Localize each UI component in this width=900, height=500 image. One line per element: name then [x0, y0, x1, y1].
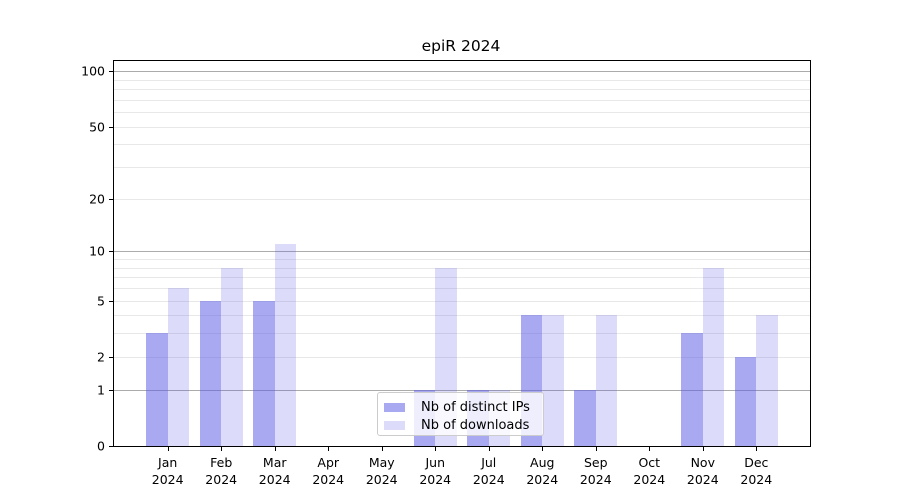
x-tick-nov: [702, 446, 704, 451]
gridline-minor-50: [114, 126, 810, 128]
y-tick-label-5: 5: [97, 293, 105, 308]
x-tick-jan: [167, 446, 169, 451]
x-tick-aug: [542, 446, 544, 451]
gridline-major-100: [114, 71, 810, 73]
x-tick-oct: [649, 446, 651, 451]
bar-downloads-dec: [756, 315, 778, 446]
y-tick-label-50: 50: [89, 119, 105, 135]
gridline-minor-60: [114, 112, 810, 114]
x-tick-label-sep: Sep 2024: [579, 455, 612, 487]
gridline-minor-9: [114, 259, 810, 261]
gridline-minor-8: [114, 267, 810, 269]
y-tick-label-1: 1: [97, 382, 105, 398]
y-tick-0: [109, 446, 114, 447]
x-tick-label-jul: Jul 2024: [472, 455, 505, 487]
x-tick-jul: [488, 446, 490, 451]
gridline-minor-30: [114, 167, 810, 169]
legend-label-distinct-ips: Nb of distinct IPs: [421, 399, 530, 415]
bar-downloads-feb: [221, 267, 243, 446]
gridline-minor-5: [114, 300, 810, 302]
y-tick-label-20: 20: [89, 191, 105, 207]
legend: Nb of distinct IPs Nb of downloads: [377, 392, 544, 436]
x-tick-may: [381, 446, 383, 451]
y-tick-50: [109, 126, 114, 128]
y-tick-2: [109, 356, 114, 358]
gridline-minor-6: [114, 287, 810, 289]
x-tick-label-mar: Mar 2024: [258, 455, 291, 487]
bar-distinct-ips-jan: [146, 333, 168, 446]
bar-distinct-ips-feb: [199, 300, 222, 446]
legend-item-downloads: Nb of downloads: [384, 417, 543, 433]
gridline-minor-7: [114, 277, 810, 279]
y-tick-label-100: 100: [81, 63, 105, 79]
gridline-minor-80: [114, 89, 810, 91]
x-tick-label-may: May 2024: [365, 455, 398, 487]
gridline-major-10: [114, 251, 810, 253]
x-tick-label-dec: Dec 2024: [740, 455, 773, 487]
x-tick-jun: [435, 446, 437, 451]
legend-item-distinct-ips: Nb of distinct IPs: [384, 399, 543, 415]
bar-downloads-mar: [274, 244, 297, 446]
y-tick-label-10: 10: [89, 243, 105, 259]
gridline-minor-90: [114, 79, 810, 81]
y-tick-10: [109, 251, 114, 253]
x-tick-label-apr: Apr 2024: [312, 455, 345, 487]
y-tick-100: [109, 71, 114, 73]
x-tick-label-nov: Nov 2024: [686, 455, 719, 487]
x-tick-apr: [328, 446, 330, 451]
gridline-minor-2: [114, 356, 810, 358]
plot-area: 0 1 2 5 10 20 50 100 Jan 2024 Feb 2024 Mar 2024 Apr 202…: [81, 60, 811, 487]
x-tick-label-jun: Jun 2024: [419, 455, 452, 487]
x-tick-mar: [274, 446, 276, 451]
legend-swatch-downloads: [384, 420, 405, 430]
y-tick-1: [109, 389, 114, 391]
legend-swatch-distinct-ips: [384, 402, 405, 412]
legend-label-downloads: Nb of downloads: [421, 417, 530, 433]
x-tick-sep: [595, 446, 597, 451]
gridline-minor-3: [114, 333, 810, 335]
gridline-minor-70: [114, 99, 810, 101]
bar-distinct-ips-nov: [681, 333, 703, 446]
gridline-minor-40: [114, 144, 810, 146]
x-tick-label-feb: Feb 2024: [205, 455, 238, 487]
bar-distinct-ips-sep: [574, 389, 596, 446]
bar-downloads-sep: [595, 315, 618, 446]
x-tick-dec: [756, 446, 758, 451]
bar-downloads-aug: [542, 315, 564, 446]
gridline-minor-20: [114, 198, 810, 200]
y-tick-label-0: 0: [97, 438, 105, 454]
x-tick-label-aug: Aug 2024: [526, 455, 559, 487]
x-tick-label-jan: Jan 2024: [151, 455, 184, 487]
y-tick-5: [109, 300, 114, 302]
chart-title: epiR 2024: [421, 37, 501, 55]
y-tick-label-2: 2: [97, 349, 105, 365]
gridline-minor-4: [114, 315, 810, 317]
bar-downloads-jan: [167, 287, 190, 446]
y-tick-20: [109, 198, 114, 200]
gridline-major-1: [114, 389, 810, 391]
bar-downloads-nov: [702, 267, 725, 446]
bar-distinct-ips-dec: [734, 356, 757, 446]
bar-distinct-ips-mar: [253, 300, 275, 446]
x-tick-feb: [221, 446, 223, 451]
x-tick-label-oct: Oct 2024: [633, 455, 666, 487]
